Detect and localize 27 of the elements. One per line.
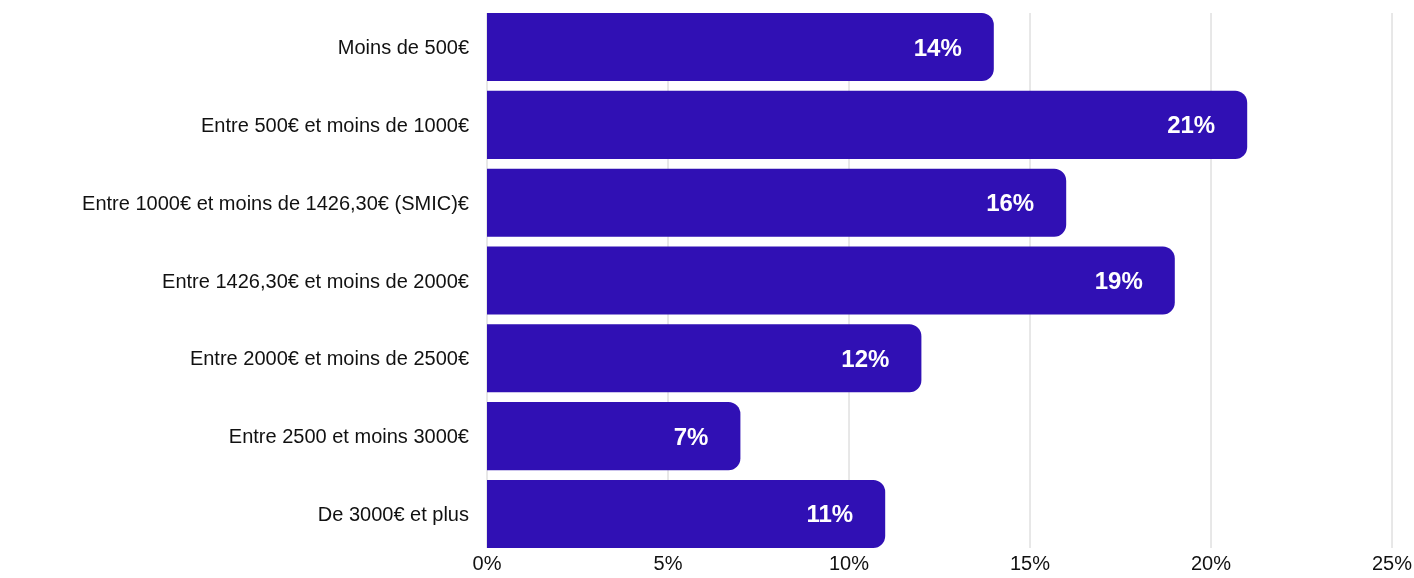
bar bbox=[487, 324, 922, 393]
data-label: 11% bbox=[806, 500, 854, 528]
y-tick-label: Moins de 500€ bbox=[337, 36, 469, 59]
y-tick-label: Entre 2500 et moins 3000€ bbox=[228, 425, 469, 448]
x-tick-label: 0% bbox=[472, 552, 502, 574]
bar bbox=[487, 479, 886, 548]
bar bbox=[487, 90, 1248, 159]
y-tick-label: De 3000€ et plus bbox=[317, 502, 469, 525]
x-tick-label: 20% bbox=[1190, 552, 1232, 574]
x-tick-label: 25% bbox=[1371, 552, 1413, 574]
y-tick-label: Entre 500€ et moins de 1000€ bbox=[201, 113, 469, 136]
x-tick-label: 15% bbox=[1009, 552, 1051, 574]
data-label: 16% bbox=[986, 189, 1035, 217]
bar bbox=[487, 402, 741, 471]
x-tick-label: 10% bbox=[828, 552, 870, 574]
bar bbox=[487, 13, 994, 82]
x-tick-label: 5% bbox=[653, 552, 683, 574]
data-label: 14% bbox=[913, 33, 962, 61]
bar bbox=[487, 168, 1067, 237]
y-tick-label: Entre 1000€ et moins de 1426,30€ (SMIC)€ bbox=[82, 191, 469, 214]
bar bbox=[487, 246, 1175, 315]
y-tick-label: Entre 2000€ et moins de 2500€ bbox=[189, 347, 469, 370]
data-label: 7% bbox=[673, 422, 709, 450]
data-label: 21% bbox=[1167, 111, 1216, 139]
data-label: 19% bbox=[1094, 267, 1143, 294]
y-tick-label: Entre 1426,30€ et moins de 2000€ bbox=[162, 269, 469, 292]
data-label: 12% bbox=[841, 344, 890, 372]
